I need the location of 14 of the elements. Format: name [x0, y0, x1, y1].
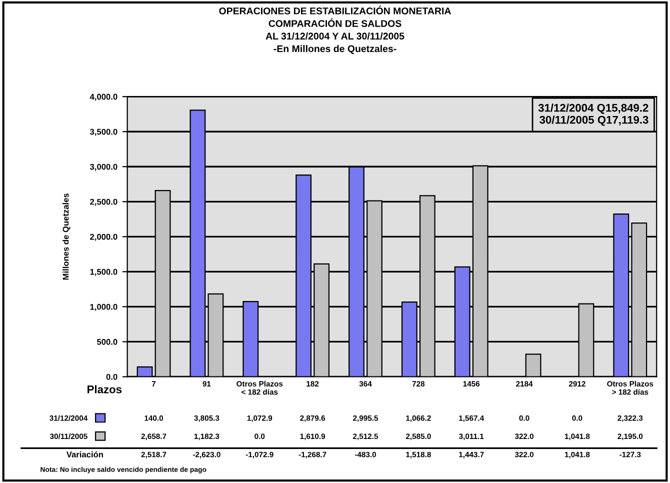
y-tick-label: 3,500.0 [90, 128, 118, 136]
y-tick-label: 1,000.0 [90, 304, 118, 312]
y-tick-label: 0.0 [106, 374, 118, 380]
y-tick-label: 500.0 [96, 338, 118, 345]
y-tick-label: 3,000.0 [90, 164, 118, 171]
y-tick-label: 2,000.0 [90, 234, 118, 241]
annotation: 31/12/2004 Q15,849.2 30/11/2005 Q17,119.3 [538, 104, 648, 126]
y-tick-label: 1,500.0 [90, 268, 118, 276]
y-tick-label: 4,000.0 [90, 94, 118, 101]
y-tick-label: 2,500.0 [90, 198, 118, 206]
x-axis-title: Plazos [88, 385, 122, 394]
y-axis-title: Millones de Quetzales [62, 193, 70, 280]
chart-title: OPERACIONES DE ESTABILIZACIÓN MONETARIA COMPARACIÓN DE SALDOS AL 31/12/2004 Y AL 30/11/2005 -En Millones de Quetzales- [219, 6, 451, 54]
text: Variación [66, 451, 103, 458]
